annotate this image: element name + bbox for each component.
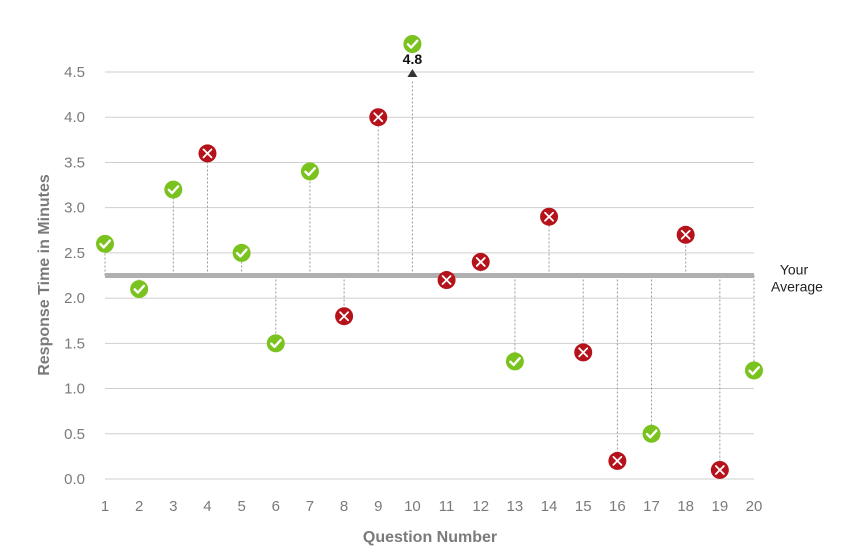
x-tick-label: 1 (101, 498, 109, 515)
average-line-group: Your Average (105, 262, 823, 295)
incorrect-x-icon (574, 343, 593, 362)
correct-check-icon (232, 243, 251, 262)
x-tick-label: 8 (340, 498, 348, 515)
y-axis-title: Response Time in Minutes (36, 174, 53, 376)
average-label-line2: Average (771, 279, 823, 295)
correct-check-icon (505, 352, 524, 371)
x-axis-title: Question Number (363, 529, 497, 546)
x-tick-label: 13 (507, 498, 524, 515)
x-tick-label: 5 (237, 498, 245, 515)
y-tick-labels: 0.0 0.5 1.0 1.5 2.0 2.5 3.0 3.5 4.0 4.5 (64, 64, 85, 488)
stem-lines (104, 80, 755, 470)
correct-check-icon (130, 280, 149, 299)
y-tick-label: 3.5 (64, 154, 85, 171)
data-points (96, 35, 763, 479)
peak-annotation: 4.8 (403, 51, 423, 77)
x-tick-label: 7 (306, 498, 314, 515)
x-tick-label: 18 (677, 498, 694, 515)
incorrect-x-icon (369, 108, 388, 127)
incorrect-x-icon (676, 225, 695, 244)
y-tick-label: 0.5 (64, 426, 85, 443)
peak-arrow-icon (407, 69, 418, 77)
x-tick-label: 10 (404, 498, 421, 515)
x-tick-label: 2 (135, 498, 143, 515)
correct-check-icon (403, 35, 422, 53)
grid-lines (105, 71, 754, 480)
x-tick-label: 12 (472, 498, 489, 515)
x-tick-label: 17 (643, 498, 660, 515)
incorrect-x-icon (710, 460, 729, 479)
x-tick-label: 9 (374, 498, 382, 515)
x-tick-labels: 1 2 3 4 5 6 7 8 9 10 11 12 13 14 15 16 17 18 19 20 (101, 498, 763, 515)
x-tick-label: 15 (575, 498, 592, 515)
incorrect-x-icon (335, 307, 354, 326)
x-tick-label: 6 (272, 498, 280, 515)
correct-check-icon (266, 334, 285, 353)
x-tick-label: 16 (609, 498, 626, 515)
correct-check-icon (745, 361, 763, 380)
correct-check-icon (300, 162, 319, 181)
incorrect-x-icon (198, 144, 217, 163)
x-tick-label: 20 (746, 498, 763, 515)
incorrect-x-icon (540, 207, 559, 226)
incorrect-x-icon (608, 451, 627, 470)
y-tick-label: 1.5 (64, 335, 85, 352)
peak-value-label: 4.8 (403, 51, 423, 67)
y-tick-label: 2.5 (64, 245, 85, 262)
correct-check-icon (164, 180, 183, 199)
x-tick-label: 11 (439, 498, 455, 515)
x-tick-label: 19 (711, 498, 728, 515)
incorrect-x-icon (471, 252, 490, 271)
y-tick-label: 4.5 (64, 64, 85, 81)
x-tick-label: 14 (541, 498, 558, 515)
y-tick-label: 0.0 (64, 471, 85, 488)
average-label-line1: Your (780, 262, 809, 278)
x-tick-label: 4 (203, 498, 211, 515)
x-tick-label: 3 (169, 498, 177, 515)
incorrect-x-icon (437, 271, 456, 290)
y-tick-label: 4.0 (64, 109, 85, 126)
y-tick-label: 1.0 (64, 381, 85, 398)
y-tick-label: 3.0 (64, 200, 85, 217)
y-tick-label: 2.0 (64, 290, 85, 307)
correct-check-icon (96, 234, 114, 253)
correct-check-icon (642, 424, 661, 443)
